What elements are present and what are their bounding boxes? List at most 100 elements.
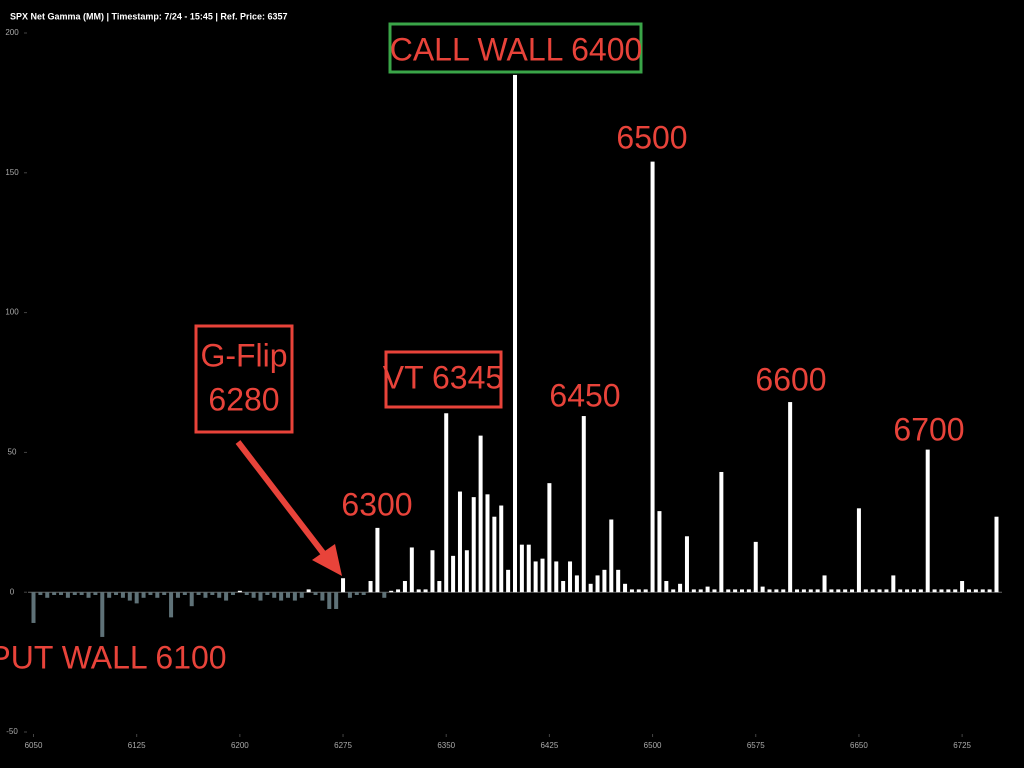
y-tick-label: -50 [6, 727, 18, 736]
bar [781, 589, 786, 593]
bar [691, 589, 696, 593]
bar [286, 592, 291, 598]
bar [795, 589, 800, 593]
bar [746, 589, 751, 593]
annotation: 6600 [755, 361, 826, 397]
bar [251, 592, 256, 598]
bar [499, 505, 504, 593]
bar [726, 589, 731, 593]
bar [382, 592, 387, 598]
bar [334, 592, 339, 609]
bar [884, 589, 889, 593]
annotation: PUT WALL 6100 [0, 639, 227, 675]
bar [774, 589, 779, 593]
bar [279, 592, 284, 601]
bar [114, 592, 119, 595]
bar [86, 592, 91, 598]
x-tick-label: 6200 [231, 741, 249, 750]
x-tick-label: 6350 [437, 741, 455, 750]
bar [946, 589, 951, 593]
bar [93, 592, 98, 595]
annotation-box [388, 22, 643, 74]
bar [856, 508, 861, 593]
bar [664, 581, 669, 593]
bar [45, 592, 50, 598]
annotation: 6300 [341, 486, 412, 522]
bar [347, 592, 352, 598]
bar [217, 592, 222, 598]
bar [313, 592, 318, 595]
bar [416, 589, 421, 593]
bar [671, 589, 676, 593]
bar [850, 589, 855, 593]
annotation: 6700 [893, 411, 964, 447]
bar [375, 527, 380, 593]
bar [719, 471, 724, 593]
bar [705, 586, 710, 593]
annotation: CALL WALL 6400 [390, 31, 643, 67]
bar [196, 592, 201, 595]
bar [430, 550, 435, 593]
bar [471, 497, 476, 593]
bar [464, 550, 469, 593]
bar [568, 561, 573, 593]
bar [960, 581, 965, 593]
bar [636, 589, 641, 593]
bar [953, 589, 958, 593]
bar [327, 592, 332, 609]
x-tick-label: 6425 [540, 741, 558, 750]
bar [609, 519, 614, 593]
y-tick-label: 50 [8, 448, 17, 457]
bar [162, 592, 167, 595]
bar [457, 491, 462, 593]
arrow [235, 440, 333, 564]
bar [272, 592, 277, 598]
bar [155, 592, 160, 598]
bar [141, 592, 146, 598]
bar [540, 558, 545, 593]
bar [265, 592, 270, 595]
bar [224, 592, 229, 601]
y-tick-label: 200 [5, 28, 19, 37]
bar [911, 589, 916, 593]
bar [602, 569, 607, 593]
bar [361, 592, 366, 595]
bar [973, 589, 978, 593]
bar [822, 575, 827, 593]
bar [526, 544, 531, 593]
bar [980, 589, 985, 593]
bar [402, 581, 407, 593]
bar [581, 416, 586, 593]
bar [836, 589, 841, 593]
bar [396, 589, 401, 593]
annotation: 6280 [208, 381, 279, 417]
bar [437, 581, 442, 593]
bar [733, 589, 738, 593]
bar [389, 590, 394, 593]
bar [258, 592, 263, 601]
x-tick-label: 6125 [128, 741, 146, 750]
chart-title: SPX Net Gamma (MM) | Timestamp: 7/24 - 1… [10, 11, 287, 21]
bar [320, 592, 325, 601]
x-tick-label: 6050 [25, 741, 43, 750]
bar [843, 589, 848, 593]
bar [650, 161, 655, 593]
bar [932, 589, 937, 593]
bar [808, 589, 813, 593]
bar [939, 589, 944, 593]
bar [760, 586, 765, 593]
annotation: 6450 [549, 377, 620, 413]
bar [175, 592, 180, 598]
bar [148, 592, 153, 595]
bar [182, 592, 187, 595]
annotation-box [384, 350, 503, 409]
bar [513, 74, 517, 593]
bar [574, 575, 579, 593]
bar [519, 544, 524, 593]
x-tick-label: 6275 [334, 741, 352, 750]
bar [801, 589, 806, 593]
bar [423, 589, 428, 593]
bar [595, 575, 600, 593]
bar [506, 569, 511, 593]
bar [134, 592, 139, 604]
